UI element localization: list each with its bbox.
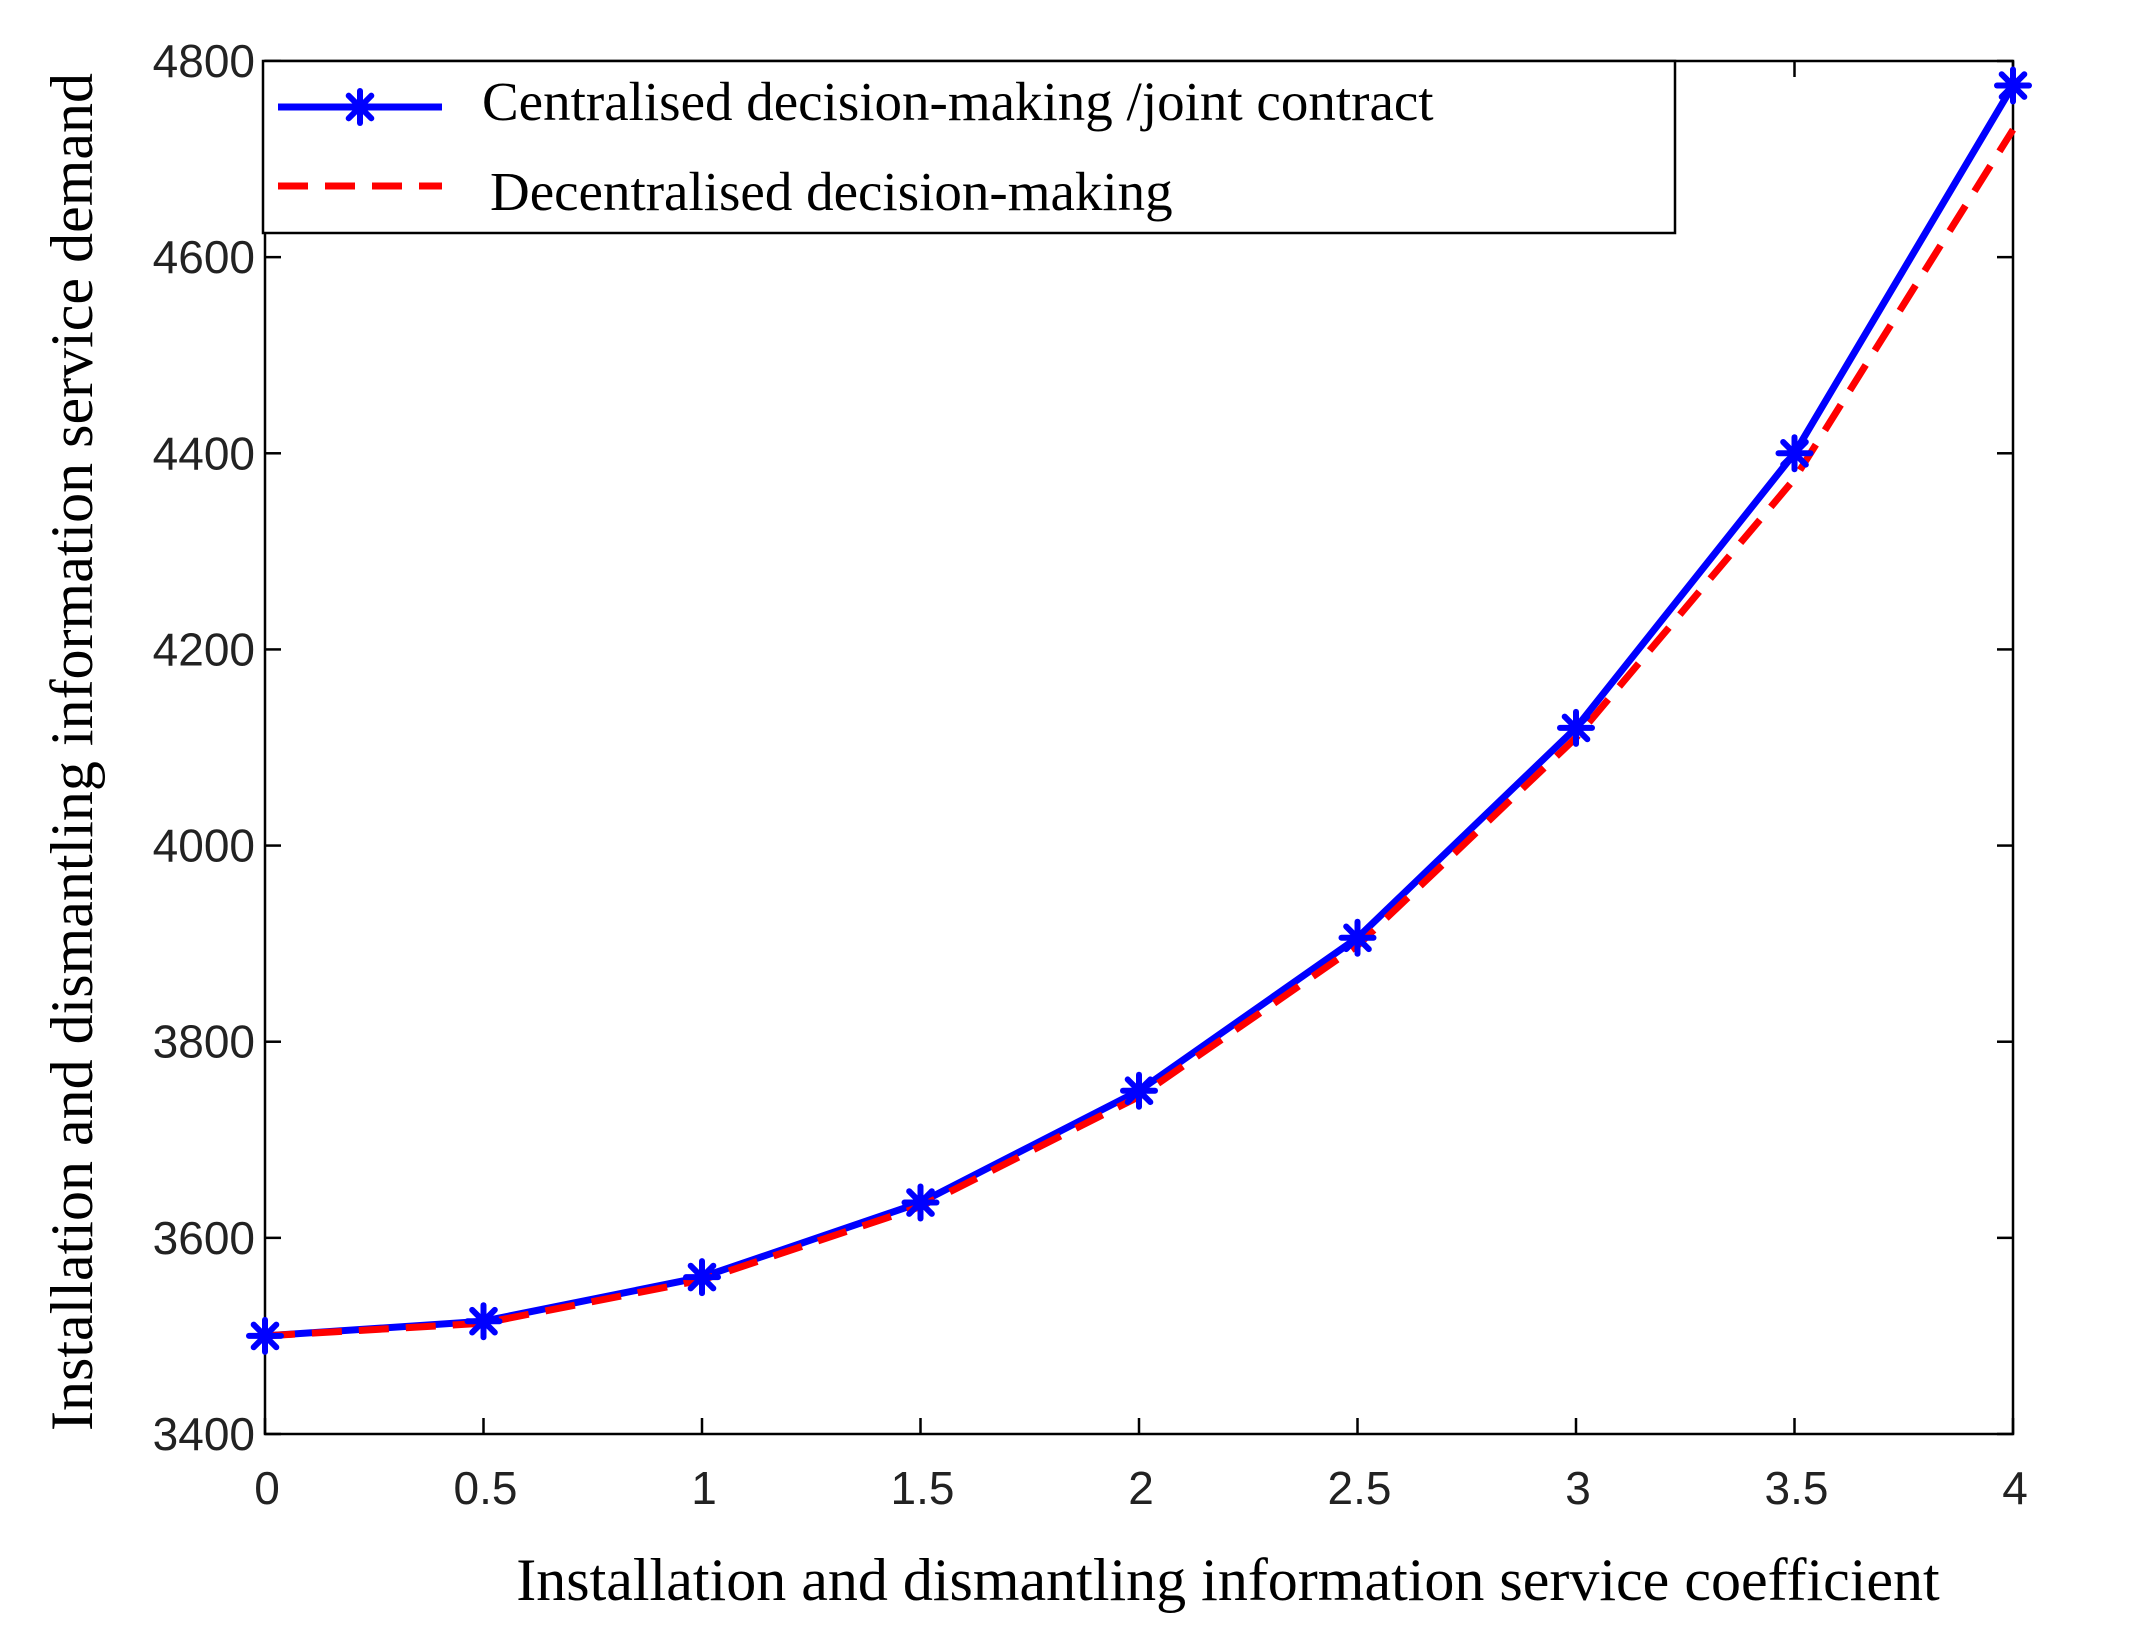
legend: Centralised decision-making /joint contr… [261, 59, 1677, 235]
asterisk-stroke [1561, 713, 1591, 743]
x-tick-label: 1.5 [891, 1462, 955, 1514]
y-tick-label: 4000 [153, 820, 255, 872]
legend-label-decentralised: Decentralised decision-making [490, 161, 1173, 222]
legend-asterisk [341, 88, 379, 126]
data-point-marker [1775, 434, 1814, 473]
legend-box [261, 59, 1677, 235]
x-tick-label: 2 [1128, 1462, 1154, 1514]
asterisk-stroke [1780, 438, 1809, 468]
x-tick-label: 1 [691, 1462, 717, 1514]
data-point-marker [246, 1316, 284, 1355]
x-tick-label: 3 [1565, 1462, 1591, 1514]
asterisk-stroke [345, 92, 375, 122]
y-tick-label: 4200 [153, 623, 255, 675]
x-tick-label: 0 [254, 1462, 280, 1514]
x-tick-label: 2.5 [1328, 1462, 1392, 1514]
y-tick-label: 3400 [153, 1408, 255, 1460]
x-tick-label: 4 [2002, 1462, 2028, 1514]
axes: 0 0.5 1 1.5 2 2.5 3 3.5 4 3400 3600 3800 4000 4200 440… [153, 35, 2028, 1514]
asterisk-stroke [250, 1321, 280, 1351]
y-axis-title: Installation and dismantling information… [39, 73, 105, 1431]
data-point-marker [464, 1302, 503, 1341]
x-tick-label: 3.5 [1765, 1462, 1829, 1514]
data-point-marker [901, 1183, 940, 1222]
y-tick-label: 4800 [153, 35, 255, 87]
data-point-marker [1120, 1071, 1158, 1110]
asterisk-stroke [469, 1306, 498, 1336]
x-axis-title: Installation and dismantling information… [516, 1547, 1940, 1613]
y-tick-label: 3800 [153, 1016, 255, 1068]
y-tick-label: 4600 [153, 231, 255, 283]
y-tick-label: 4400 [153, 427, 255, 479]
asterisk-stroke [1998, 71, 2028, 100]
data-point-marker [1338, 918, 1377, 957]
y-tick-label: 3600 [153, 1212, 255, 1264]
data-point-marker [1557, 708, 1595, 747]
plot-series [246, 66, 2032, 1355]
legend-marker-centralised [341, 88, 379, 126]
data-point-marker [683, 1258, 721, 1297]
asterisk-stroke [1343, 923, 1372, 953]
asterisk-stroke [1124, 1076, 1154, 1106]
x-tick-label: 0.5 [454, 1462, 518, 1514]
legend-label-centralised: Centralised decision-making /joint contr… [482, 71, 1434, 132]
data-point-marker [1994, 66, 2032, 105]
asterisk-stroke [906, 1188, 935, 1217]
asterisk-stroke [687, 1262, 717, 1292]
